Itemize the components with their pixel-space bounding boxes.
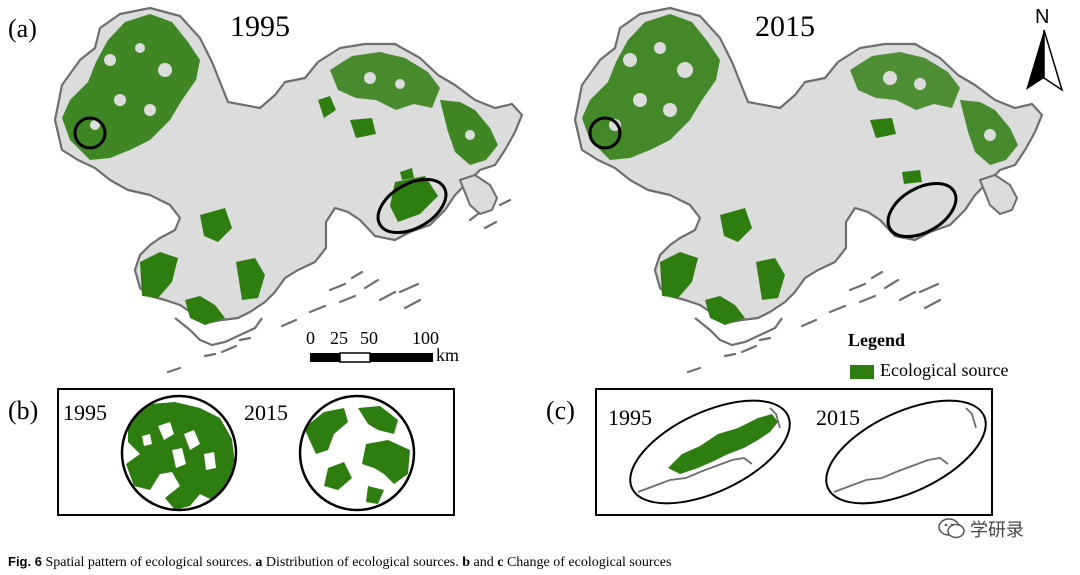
map-year-1995: 1995 — [230, 10, 290, 43]
caption-text-2: Distribution of ecological sources. — [265, 555, 459, 570]
scale-tick-50: 50 — [360, 328, 378, 348]
legend-swatch-ecological-source — [850, 365, 874, 379]
panel-b-year-1995: 1995 — [63, 400, 107, 425]
caption-and: and — [473, 555, 494, 570]
patch-texture — [90, 43, 475, 140]
figure-caption: Fig. 6 Spatial pattern of ecological sou… — [8, 554, 671, 571]
caption-text-1: Spatial pattern of ecological sources. — [45, 555, 252, 570]
map-2015 — [573, 6, 1044, 374]
north-letter: N — [1035, 6, 1050, 28]
caption-fig-number: Fig. 6 — [8, 554, 42, 569]
scale-unit: km — [436, 345, 460, 365]
scale-tick-100: 100 — [412, 328, 439, 348]
map-1995 — [53, 6, 524, 374]
panel-c-zoom-1995 — [629, 399, 791, 505]
panel-c-year-1995: 1995 — [608, 405, 652, 430]
highlight-circle-b — [588, 116, 622, 150]
panel-b-zoom-1995 — [120, 394, 238, 512]
scale-tick-25: 25 — [330, 328, 348, 348]
panel-b-zoom-2015 — [298, 394, 416, 512]
scale-bar — [310, 352, 433, 363]
map-year-2015: 2015 — [755, 10, 815, 43]
panel-b-label: (b) — [8, 396, 39, 425]
panel-c-zoom-2015 — [825, 399, 987, 505]
caption-text-3: Change of ecological sources — [506, 555, 672, 570]
caption-c: c — [497, 555, 504, 570]
panel-c-label: (c) — [546, 396, 575, 425]
highlight-ellipse-c — [886, 181, 958, 239]
north-arrow-icon — [1026, 29, 1064, 92]
panel-c-year-2015: 2015 — [816, 405, 860, 430]
islands — [166, 198, 512, 374]
wechat-icon — [938, 518, 965, 539]
watermark-text: 学研录 — [970, 520, 1024, 541]
legend-title: Legend — [848, 330, 906, 350]
panel-b-year-2015: 2015 — [244, 400, 288, 425]
patch-texture — [609, 42, 996, 141]
panel-a-label: (a) — [8, 14, 37, 43]
highlight-circle-b — [73, 116, 107, 150]
scale-tick-0: 0 — [306, 328, 315, 348]
legend-label-ecological-source: Ecological source — [880, 360, 1009, 380]
caption-b: b — [462, 555, 471, 570]
islands — [686, 270, 942, 374]
caption-a: a — [255, 555, 263, 570]
highlight-ellipse-c — [376, 177, 448, 235]
